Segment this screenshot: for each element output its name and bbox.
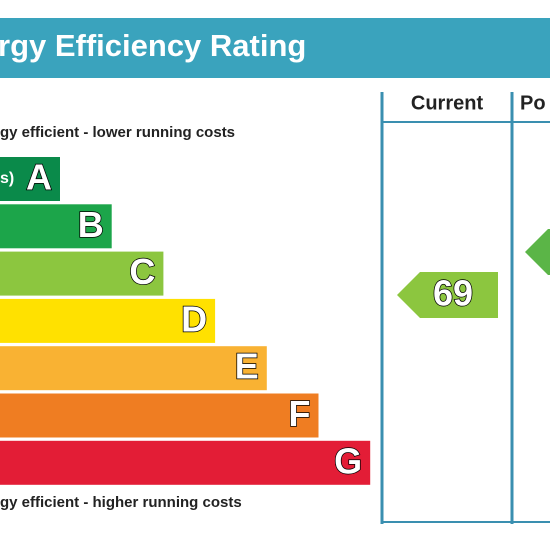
band-letter: D <box>181 298 207 339</box>
potential-arrow <box>525 229 550 275</box>
band-bar <box>0 393 319 438</box>
header-bar <box>0 18 550 78</box>
band-range: s) <box>0 170 14 187</box>
band-bar <box>0 157 60 201</box>
title: rgy Efficiency Rating <box>0 28 306 63</box>
band-bar <box>0 251 164 296</box>
band-bar <box>0 440 371 485</box>
band-bar <box>0 346 267 391</box>
band-bar <box>0 204 112 249</box>
band-letter: E <box>235 346 259 387</box>
band-bar <box>0 298 216 343</box>
current-value: 69 <box>433 273 473 314</box>
column-header: Current <box>411 92 484 114</box>
band-letter: C <box>129 251 155 292</box>
column-header: Po <box>520 92 546 114</box>
band-letter: B <box>78 204 104 245</box>
band-letter: F <box>289 393 311 434</box>
bottom-note: gy efficient - higher running costs <box>0 494 242 511</box>
band-letter: G <box>334 440 362 481</box>
band-letter: A <box>26 157 52 198</box>
top-note: gy efficient - lower running costs <box>0 124 235 141</box>
current-arrow <box>397 272 498 318</box>
